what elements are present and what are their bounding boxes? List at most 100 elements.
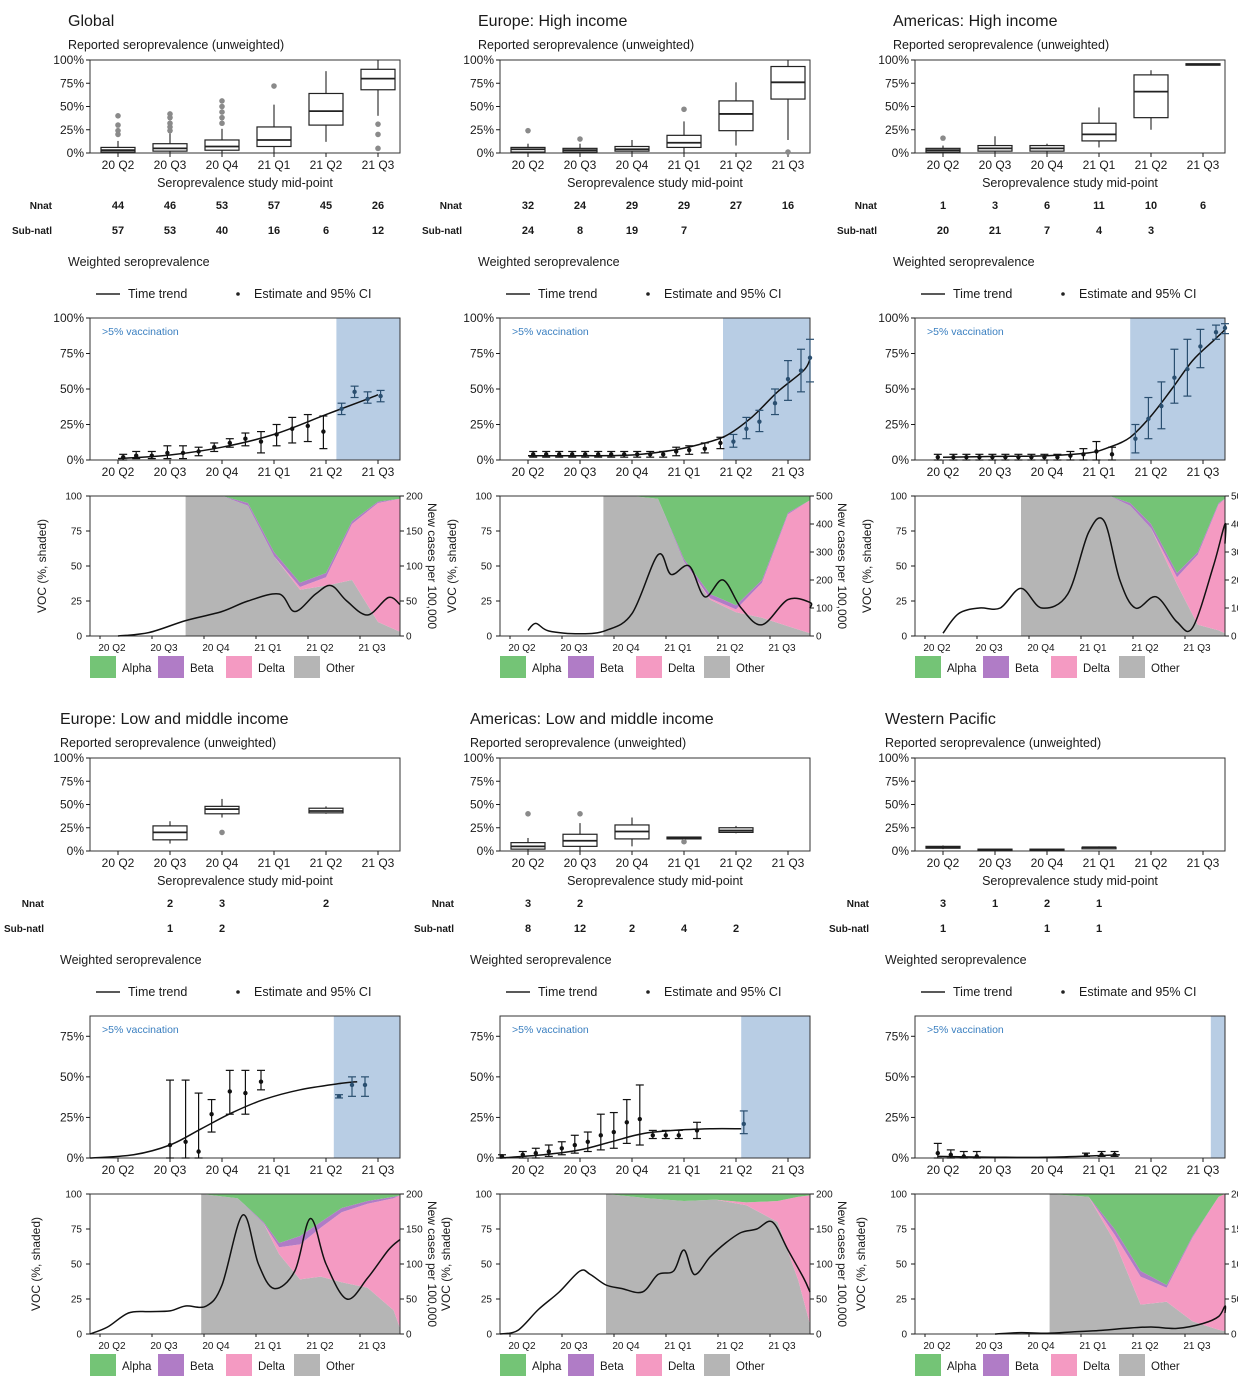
vaccination-shading xyxy=(1210,1016,1225,1158)
voc-x-tick-label: 21 Q1 xyxy=(254,1341,282,1352)
estimate-point xyxy=(962,453,971,461)
estimate-point xyxy=(693,1121,701,1140)
x-axis-label: Seroprevalence study mid-point xyxy=(157,176,333,190)
reported-title: Reported seroprevalence (unweighted) xyxy=(470,736,686,750)
estimate-point xyxy=(784,360,792,401)
y-tick-label: 50% xyxy=(60,1070,84,1084)
estimate-point xyxy=(729,433,738,448)
y-tick-label: 0% xyxy=(477,453,495,467)
y-tick-label: 100% xyxy=(53,53,84,67)
box-21-q1 xyxy=(1081,107,1117,148)
region-title: Western Pacific xyxy=(885,711,996,728)
box-21-q2 xyxy=(308,71,344,142)
legend-label-other: Other xyxy=(326,663,355,675)
legend-estimate-dot xyxy=(646,990,650,994)
estimate-dot xyxy=(352,389,357,395)
new-cases-line xyxy=(89,1214,401,1335)
voc-y-tick-label: 50 xyxy=(481,1260,493,1271)
x-tick-label: 21 Q3 xyxy=(362,465,395,479)
x-tick-label: 20 Q3 xyxy=(979,158,1012,172)
x-tick-label: 20 Q4 xyxy=(616,856,649,870)
estimate-dot xyxy=(227,440,232,446)
y-tick-label: 100% xyxy=(463,751,494,765)
cases-y-tick-label: 50 xyxy=(816,1295,828,1306)
nsub-count: 7 xyxy=(681,225,687,237)
voc-x-tick-label: 21 Q3 xyxy=(768,1341,796,1352)
box-20-q2 xyxy=(510,127,546,153)
y-tick-label: 0% xyxy=(477,146,495,160)
voc-y-tick-label: 50 xyxy=(896,1260,908,1271)
legend-swatch-delta xyxy=(226,656,252,678)
x-tick-label: 20 Q3 xyxy=(154,1163,187,1177)
y-tick-label: 50% xyxy=(470,798,494,812)
legend-swatch-alpha xyxy=(500,1354,526,1376)
nsub-count: 4 xyxy=(1096,225,1103,237)
y-tick-label: 25% xyxy=(60,418,84,432)
cases-y-tick-label: 300 xyxy=(1231,548,1238,559)
box-iqr xyxy=(204,805,240,815)
nnat-count: 2 xyxy=(577,898,583,910)
y-tick-label: 50% xyxy=(885,798,909,812)
weighted-bg xyxy=(915,1016,1225,1158)
estimate-dot xyxy=(1042,454,1047,460)
voc-x-tick-label: 21 Q3 xyxy=(358,643,386,654)
y-tick-label: 25% xyxy=(885,1110,909,1124)
nnat-count: 2 xyxy=(1044,898,1050,910)
legend-swatch-beta xyxy=(568,1354,594,1376)
estimate-point xyxy=(1066,450,1075,461)
y-tick-label: 25% xyxy=(885,821,909,835)
estimate-dot xyxy=(1094,449,1099,454)
nnat-count: 24 xyxy=(574,200,587,212)
region-title: Americas: High income xyxy=(893,13,1058,30)
voc-area-beta xyxy=(201,1194,400,1248)
y-tick-label: 0% xyxy=(67,453,85,467)
x-tick-label: 20 Q4 xyxy=(616,158,649,172)
estimate-point xyxy=(319,415,328,450)
estimate-point xyxy=(1221,323,1229,335)
estimate-dot xyxy=(637,1116,642,1122)
nnat-label: Nnat xyxy=(847,899,870,910)
y-tick-label: 100% xyxy=(878,751,909,765)
legend-estimate-dot xyxy=(1061,292,1065,296)
y-tick-label: 50% xyxy=(470,1070,494,1084)
nnat-count: 1 xyxy=(1096,898,1102,910)
estimate-point xyxy=(348,1076,356,1097)
estimate-point xyxy=(1144,396,1153,440)
voc-y-tick-label: 50 xyxy=(71,1260,83,1271)
y-tick-label: 0% xyxy=(67,146,85,160)
voc-y-tick-label: 25 xyxy=(896,597,908,608)
box-20-q2 xyxy=(925,845,961,850)
x-tick-label: 21 Q2 xyxy=(1135,158,1168,172)
nnat-count: 27 xyxy=(730,200,742,212)
cases-y-tick-label: 200 xyxy=(816,1190,833,1201)
legend-label-delta: Delta xyxy=(1083,663,1110,675)
nnat-count: 29 xyxy=(626,200,638,212)
x-tick-label: 20 Q3 xyxy=(564,465,597,479)
x-tick-label: 21 Q2 xyxy=(720,465,753,479)
x-tick-label: 21 Q3 xyxy=(362,158,395,172)
voc-y-tick-label: 0 xyxy=(76,1330,82,1341)
box-outlier xyxy=(525,127,531,134)
nnat-label: Nnat xyxy=(432,899,455,910)
estimate-point xyxy=(542,450,551,458)
voc-y-tick-label: 50 xyxy=(896,562,908,573)
estimate-dot xyxy=(676,1133,681,1138)
estimate-dot xyxy=(611,1129,616,1135)
x-tick-label: 21 Q3 xyxy=(1187,465,1220,479)
estimate-point xyxy=(1079,448,1088,461)
legend-estimate-label: Estimate and 95% CI xyxy=(1079,287,1196,301)
x-axis-label: Seroprevalence study mid-point xyxy=(982,176,1158,190)
estimate-point xyxy=(672,446,681,457)
x-tick-label: 21 Q1 xyxy=(668,856,701,870)
cases-y-tick-label: 0 xyxy=(1231,1330,1237,1341)
x-tick-label: 21 Q3 xyxy=(362,1163,395,1177)
voc-x-tick-label: 20 Q4 xyxy=(612,643,640,654)
x-tick-label: 21 Q2 xyxy=(1135,856,1168,870)
voc-area-delta xyxy=(606,1194,810,1325)
x-tick-label: 21 Q1 xyxy=(258,1163,291,1177)
voc-y-tick-label: 75 xyxy=(896,1225,908,1236)
estimate-point xyxy=(350,385,359,399)
cases-y-tick-label: 400 xyxy=(1231,520,1238,531)
legend-label-other: Other xyxy=(1151,1361,1180,1373)
estimate-dot xyxy=(635,452,640,457)
